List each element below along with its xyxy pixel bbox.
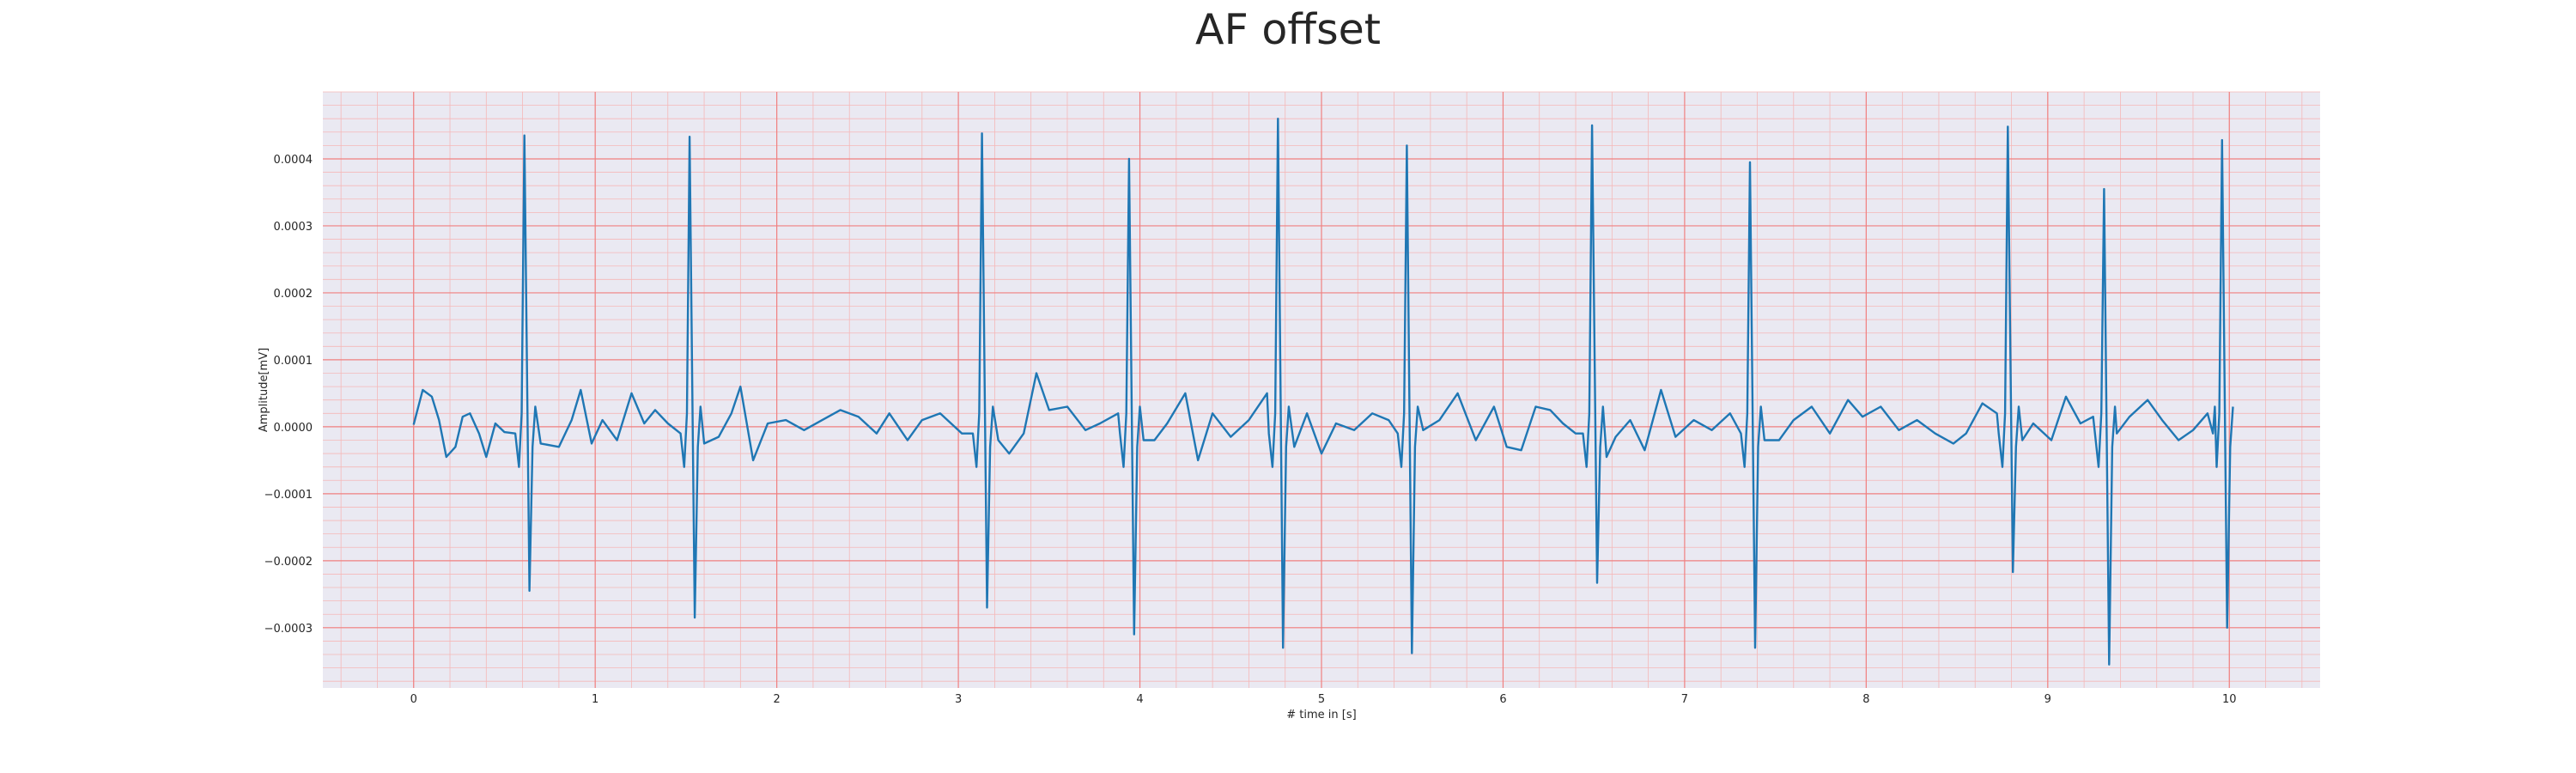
y-tick-label: −0.0003 <box>264 623 313 636</box>
y-tick-label: 0.0000 <box>274 422 313 435</box>
y-tick-label: 0.0003 <box>274 221 313 234</box>
x-tick-label: 10 <box>2222 693 2237 706</box>
x-tick-label: 4 <box>1136 693 1143 706</box>
y-tick-label: −0.0002 <box>264 556 313 569</box>
y-tick-label: 0.0002 <box>274 288 313 301</box>
x-tick-label: 6 <box>1499 693 1506 706</box>
ecg-series-line <box>412 118 2234 666</box>
x-tick-label: 1 <box>592 693 598 706</box>
x-tick-label: 8 <box>1862 693 1869 706</box>
x-tick-label: 2 <box>773 693 780 706</box>
chart-title: AF offset <box>1195 5 1381 54</box>
x-tick-labels: 0 1 2 3 4 5 6 7 8 9 10 <box>410 693 2237 706</box>
x-tick-label: 5 <box>1318 693 1325 706</box>
major-grid <box>323 92 2320 688</box>
y-tick-label: 0.0001 <box>274 355 313 368</box>
x-tick-label: 9 <box>2044 693 2051 706</box>
y-axis-label: Amplitude[mV] <box>258 348 270 432</box>
x-tick-label: 0 <box>410 693 417 706</box>
y-tick-labels: −0.0003 −0.0002 −0.0001 0.0000 0.0001 0.0002 0… <box>264 154 313 636</box>
y-tick-label: −0.0001 <box>264 489 313 502</box>
x-axis-label: # time in [s] <box>1286 709 1356 721</box>
x-tick-label: 7 <box>1681 693 1688 706</box>
x-tick-label: 3 <box>955 693 962 706</box>
y-tick-label: 0.0004 <box>274 154 313 167</box>
series-layer <box>412 118 2234 666</box>
